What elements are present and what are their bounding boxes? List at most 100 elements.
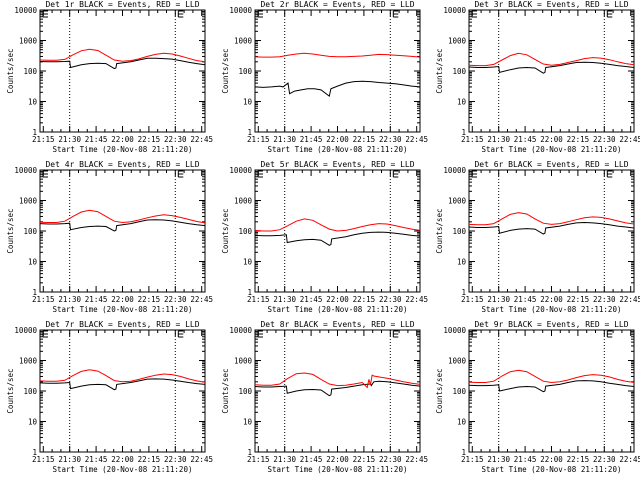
panel-title: Det 4r BLACK = Events, RED = LLD	[45, 160, 199, 169]
state-flag-icon	[42, 170, 48, 178]
y-tick-label: 1000	[234, 197, 253, 206]
y-tick-label: 100	[452, 67, 466, 76]
x-tick-label: 22:45	[619, 295, 640, 304]
x-tick-label: 21:45	[514, 135, 537, 144]
y-tick-label: 10000	[443, 166, 466, 175]
y-tick-label: 10000	[229, 6, 252, 15]
panel-title: Det 5r BLACK = Events, RED = LLD	[260, 160, 414, 169]
x-tick-label: 21:15	[247, 455, 270, 464]
state-flag-icon	[471, 330, 477, 338]
y-tick-label: 10	[28, 418, 38, 427]
y-tick-label: 1	[247, 128, 252, 137]
lld-series-line	[39, 48, 206, 63]
y-tick-label: 1000	[448, 37, 467, 46]
x-tick-label: 22:00	[111, 135, 134, 144]
events-series-line	[254, 80, 421, 97]
y-tick-label: 1000	[234, 357, 253, 366]
x-tick-label: 22:00	[540, 135, 563, 144]
y-tick-label: 1	[247, 288, 252, 297]
x-tick-label: 21:15	[461, 135, 484, 144]
x-tick-label: 21:45	[514, 455, 537, 464]
x-axis-label: Start Time (20-Nov-08 21:11:20)	[268, 465, 408, 474]
x-tick-label: 22:30	[164, 455, 187, 464]
x-tick-label: 22:00	[326, 295, 349, 304]
detector-panel: Det 8r BLACK = Events, RED = LLD 1 10 100 10…	[221, 320, 428, 474]
x-axis-label: Start Time (20-Nov-08 21:11:20)	[53, 465, 193, 474]
y-tick-label: 1	[32, 288, 37, 297]
y-tick-label: 10	[243, 98, 253, 107]
x-axis-label: Start Time (20-Nov-08 21:11:20)	[53, 305, 193, 314]
x-tick-label: 22:15	[138, 135, 161, 144]
events-series-line	[39, 57, 206, 70]
detector-panel: Det 9r BLACK = Events, RED = LLD 1 10 100 10…	[435, 320, 640, 474]
state-flag-icon	[177, 10, 184, 18]
x-tick-label: 22:00	[111, 455, 134, 464]
x-tick-label: 22:15	[138, 295, 161, 304]
plot-frame	[468, 9, 635, 133]
state-flag-icon	[42, 330, 48, 338]
y-tick-label: 1	[461, 448, 466, 457]
x-axis-label: Start Time (20-Nov-08 21:11:20)	[268, 305, 408, 314]
y-tick-label: 10000	[14, 6, 37, 15]
x-tick-label: 22:15	[353, 295, 376, 304]
y-tick-label: 1	[32, 448, 37, 457]
y-tick-label: 10	[28, 98, 38, 107]
detector-panel: Det 7r BLACK = Events, RED = LLD 1 10 100 10…	[6, 320, 213, 474]
y-tick-label: 1000	[19, 197, 38, 206]
detector-panel: Det 1r BLACK = Events, RED = LLD 1 10 100 10…	[6, 0, 213, 154]
x-tick-label: 21:30	[273, 455, 296, 464]
x-tick-label: 21:45	[85, 295, 108, 304]
x-tick-label: 21:30	[58, 135, 81, 144]
x-tick-label: 21:30	[273, 295, 296, 304]
x-tick-label: 22:45	[619, 455, 640, 464]
state-flag-icon	[177, 330, 184, 338]
y-axis-label: Counts/sec	[221, 48, 230, 93]
y-tick-label: 10000	[229, 166, 252, 175]
y-tick-label: 100	[238, 387, 252, 396]
events-series-line	[468, 221, 635, 235]
y-axis-label: Counts/sec	[6, 368, 15, 413]
x-tick-label: 22:00	[111, 295, 134, 304]
x-tick-label: 21:15	[247, 135, 270, 144]
x-tick-label: 21:30	[487, 295, 510, 304]
panel-title: Det 6r BLACK = Events, RED = LLD	[474, 160, 628, 169]
x-tick-label: 21:15	[32, 295, 55, 304]
x-tick-label: 22:45	[405, 295, 428, 304]
events-series-line	[254, 380, 421, 397]
state-flag-icon	[257, 10, 263, 18]
x-tick-label: 21:45	[300, 455, 323, 464]
plot-frame	[254, 329, 421, 453]
x-tick-label: 21:15	[247, 295, 270, 304]
state-flag-icon	[606, 170, 613, 178]
y-axis-label: Counts/sec	[435, 368, 444, 413]
x-tick-label: 22:15	[567, 295, 590, 304]
state-flag-icon	[471, 170, 477, 178]
lld-series-line	[468, 369, 635, 384]
plot-frame	[254, 9, 421, 133]
x-tick-label: 22:45	[190, 455, 213, 464]
y-tick-label: 10000	[443, 326, 466, 335]
x-tick-label: 21:45	[300, 135, 323, 144]
y-tick-label: 100	[23, 227, 37, 236]
lld-series-line	[39, 369, 206, 383]
state-flag-icon	[177, 170, 184, 178]
detector-panel: Det 4r BLACK = Events, RED = LLD 1 10 100 10…	[6, 160, 213, 314]
x-tick-label: 22:30	[164, 135, 187, 144]
detector-panel: Det 3r BLACK = Events, RED = LLD 1 10 100 10…	[435, 0, 640, 154]
x-tick-label: 21:45	[85, 135, 108, 144]
lld-series-line	[39, 209, 206, 224]
panel-title: Det 1r BLACK = Events, RED = LLD	[45, 0, 199, 9]
x-tick-label: 21:15	[461, 455, 484, 464]
y-tick-label: 10	[457, 98, 467, 107]
x-tick-label: 22:45	[619, 135, 640, 144]
x-tick-label: 21:15	[32, 135, 55, 144]
x-tick-label: 22:45	[405, 455, 428, 464]
x-tick-label: 22:00	[326, 135, 349, 144]
x-tick-label: 22:15	[567, 455, 590, 464]
panel-title: Det 8r BLACK = Events, RED = LLD	[260, 320, 414, 329]
y-tick-label: 1000	[19, 37, 38, 46]
lld-series-line	[468, 212, 635, 226]
x-tick-label: 22:00	[540, 455, 563, 464]
state-flag-icon	[257, 170, 263, 178]
x-tick-label: 22:30	[379, 135, 402, 144]
